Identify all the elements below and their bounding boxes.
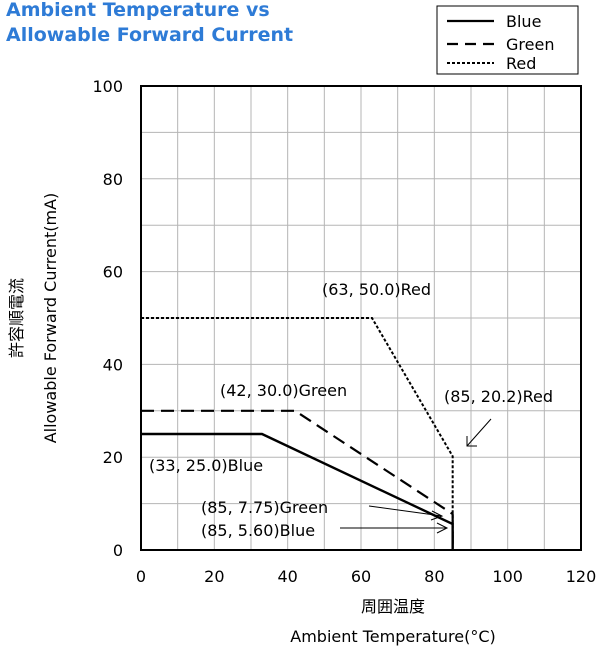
x-tick-label: 120 — [566, 567, 597, 586]
arrow-green-end-head — [430, 510, 444, 521]
series-layer — [141, 317, 454, 550]
legend: Blue Green Red — [436, 5, 579, 75]
annotation-red-corner: (63, 50.0)Red — [322, 280, 431, 299]
annotation-green-end: (85, 7.75)Green — [201, 498, 328, 517]
legend-label-red: Red — [506, 54, 536, 73]
annotation-blue-corner: (33, 25.0)Blue — [149, 456, 263, 475]
arrow-blue-end-head — [436, 522, 449, 534]
legend-box — [436, 5, 579, 75]
plot-frame — [140, 85, 582, 551]
y-tick-label: 20 — [103, 448, 123, 467]
x-axis-label: Ambient Temperature(°C) — [290, 627, 495, 646]
arrow-red-end-head — [466, 436, 477, 447]
y-tick-label: 60 — [103, 263, 123, 282]
y-tick-label: 80 — [103, 170, 123, 189]
y-tick-label: 40 — [103, 355, 123, 374]
x-tick-label: 20 — [204, 567, 224, 586]
series-line-red — [141, 317, 454, 550]
x-tick-label: 0 — [136, 567, 146, 586]
y-tick-label: 0 — [113, 541, 123, 560]
chart-title-line-2: Allowable Forward Current — [6, 24, 293, 46]
y-axis-label-jp: 許容順電流 — [7, 278, 26, 358]
arrow-green-end — [368, 505, 443, 517]
annotation-red-end: (85, 20.2)Red — [444, 387, 553, 406]
legend-label-green: Green — [506, 35, 554, 54]
x-tick-label: 40 — [277, 567, 297, 586]
tick-labels: 0 20 40 60 80 100 120 0 20 40 60 80 100 — [92, 77, 596, 586]
annotation-arrows — [340, 418, 492, 534]
y-axis-label: Allowable Forward Current(mA) — [41, 193, 60, 444]
x-tick-label: 100 — [492, 567, 523, 586]
annotation-blue-end: (85, 5.60)Blue — [201, 521, 315, 540]
x-axis-label-jp: 周囲温度 — [361, 597, 425, 616]
arrow-red-end — [466, 418, 492, 447]
chart-title-line-1: Ambient Temperature vs — [6, 0, 270, 21]
legend-label-blue: Blue — [506, 12, 541, 31]
y-tick-label: 100 — [92, 77, 123, 96]
annotation-green-corner: (42, 30.0)Green — [220, 381, 347, 400]
x-tick-label: 60 — [351, 567, 371, 586]
x-tick-label: 80 — [424, 567, 444, 586]
